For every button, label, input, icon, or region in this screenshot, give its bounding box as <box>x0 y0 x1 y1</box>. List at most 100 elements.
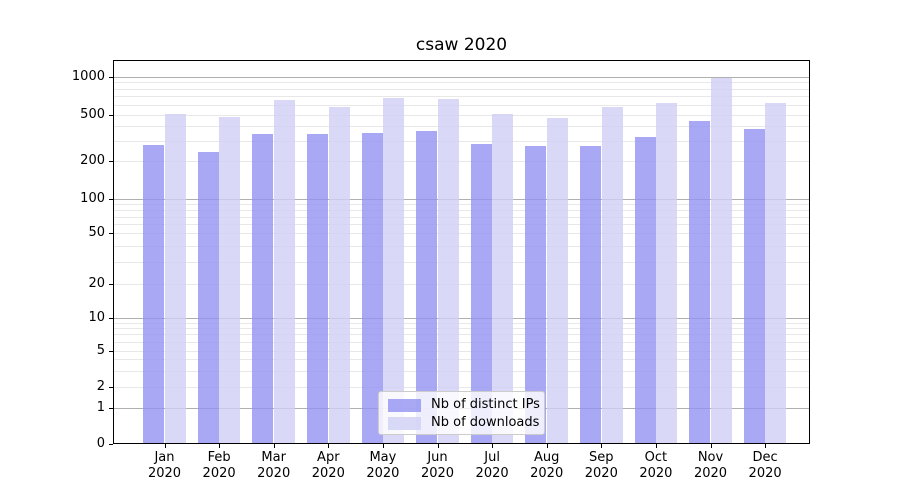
gridline-minor-70 <box>114 216 809 218</box>
x-tick-mark-feb <box>219 444 221 448</box>
x-tick-label-sep: Sep 2020 <box>573 450 629 482</box>
bar-downloads-apr <box>328 106 350 443</box>
x-tick-mark-jan <box>164 444 166 448</box>
gridline-minor-8 <box>114 328 809 330</box>
y-tick-label-5: 5 <box>96 342 105 358</box>
x-tick-mark-sep <box>601 444 603 448</box>
x-tick-month: Nov <box>697 450 724 465</box>
x-tick-label-oct: Oct 2020 <box>628 450 684 482</box>
x-tick-year: 2020 <box>639 466 673 481</box>
x-tick-mark-oct <box>655 444 657 448</box>
x-tick-month: Jan <box>154 450 175 465</box>
chart-title: csaw 2020 <box>415 35 508 55</box>
x-tick-month: Feb <box>207 450 231 465</box>
x-tick-mark-mar <box>273 444 275 448</box>
x-tick-month: Oct <box>644 450 668 465</box>
gridline-minor-3 <box>114 370 809 372</box>
x-tick-label-may: May 2020 <box>355 450 411 482</box>
y-tick-label-20: 20 <box>88 276 105 291</box>
y-tick-mark-10 <box>109 317 113 319</box>
x-tick-label-jun: Jun 2020 <box>410 450 466 482</box>
x-tick-month: May <box>369 450 397 465</box>
legend: Nb of distinct IPs Nb of downloads <box>378 391 545 435</box>
x-tick-year: 2020 <box>693 466 728 481</box>
y-tick-mark-2 <box>109 386 113 388</box>
x-tick-month: Aug <box>533 450 560 465</box>
bar-downloads-sep <box>601 106 623 443</box>
gridline-major-10 <box>114 317 809 319</box>
x-tick-label-dec: Dec 2020 <box>737 450 793 482</box>
y-tick-label-10: 10 <box>88 309 105 325</box>
legend-label-downloads: Nb of downloads <box>431 415 540 430</box>
bar-ips-jan <box>143 145 165 443</box>
gridline-minor-80 <box>114 210 809 212</box>
gridline-minor-400 <box>114 126 809 128</box>
x-tick-year: 2020 <box>748 466 782 481</box>
gridline-minor-60 <box>114 224 809 226</box>
x-tick-year: 2020 <box>147 466 182 481</box>
bar-ips-may <box>361 132 383 443</box>
x-tick-month: Sep <box>589 450 614 465</box>
x-tick-label-jul: Jul 2020 <box>464 450 520 482</box>
x-tick-year: 2020 <box>202 466 236 481</box>
y-tick-mark-50 <box>109 233 113 235</box>
gridline-minor-5 <box>114 350 809 352</box>
bar-downloads-jul <box>492 114 514 443</box>
y-tick-mark-200 <box>109 161 113 163</box>
bar-ips-dec <box>743 129 765 443</box>
legend-swatch-distinct-ips <box>388 398 421 412</box>
x-tick-month: Jul <box>484 450 500 465</box>
y-tick-mark-5 <box>109 350 113 352</box>
y-tick-label-0: 0 <box>96 436 105 451</box>
gridline-minor-9 <box>114 322 809 324</box>
gridline-minor-900 <box>114 82 809 84</box>
bar-downloads-jan <box>164 114 186 443</box>
gridline-minor-7 <box>114 334 809 336</box>
gridline-major-1000 <box>114 76 809 78</box>
bar-ips-nov <box>689 120 711 443</box>
y-tick-label-2: 2 <box>96 378 105 394</box>
bar-ips-oct <box>634 137 656 443</box>
gridline-minor-800 <box>114 88 809 90</box>
gridline-minor-300 <box>114 140 809 142</box>
y-tick-label-100: 100 <box>80 191 105 206</box>
y-tick-mark-500 <box>109 114 113 116</box>
x-tick-year: 2020 <box>420 466 455 481</box>
x-tick-label-aug: Aug 2020 <box>519 450 575 482</box>
gridline-minor-600 <box>114 104 809 106</box>
x-tick-year: 2020 <box>257 466 291 481</box>
plot-area <box>113 60 810 444</box>
y-tick-mark-1000 <box>109 76 113 78</box>
x-tick-mark-jun <box>437 444 439 448</box>
bar-ips-jun <box>416 131 438 443</box>
y-tick-mark-1 <box>109 408 113 410</box>
bar-downloads-feb <box>219 117 241 443</box>
legend-item-distinct-ips: Nb of distinct IPs <box>388 396 544 414</box>
x-tick-mark-nov <box>710 444 712 448</box>
gridline-minor-2 <box>114 386 809 388</box>
y-tick-label-1000: 1000 <box>71 68 105 84</box>
bar-ips-sep <box>579 146 602 443</box>
y-tick-mark-100 <box>109 199 113 200</box>
x-tick-year: 2020 <box>584 466 618 481</box>
x-tick-mark-jul <box>492 444 494 448</box>
x-tick-month: Dec <box>752 450 778 465</box>
y-tick-label-1: 1 <box>96 400 105 416</box>
legend-label-distinct-ips: Nb of distinct IPs <box>431 397 540 412</box>
gridline-major-100 <box>114 199 809 200</box>
y-tick-mark-20 <box>109 284 113 285</box>
gridline-minor-40 <box>114 245 809 247</box>
gridline-minor-6 <box>114 341 809 343</box>
gridline-minor-50 <box>114 233 809 235</box>
bar-ips-apr <box>306 134 329 443</box>
x-tick-label-feb: Feb 2020 <box>191 450 247 482</box>
x-tick-mark-aug <box>546 444 548 448</box>
bar-downloads-aug <box>546 117 569 443</box>
x-tick-year: 2020 <box>311 466 345 481</box>
gridline-minor-90 <box>114 204 809 206</box>
x-tick-label-mar: Mar 2020 <box>246 450 302 482</box>
bar-downloads-nov <box>710 77 732 443</box>
x-tick-year: 2020 <box>366 466 400 481</box>
y-tick-label-500: 500 <box>80 106 105 122</box>
gridline-minor-200 <box>114 161 809 163</box>
